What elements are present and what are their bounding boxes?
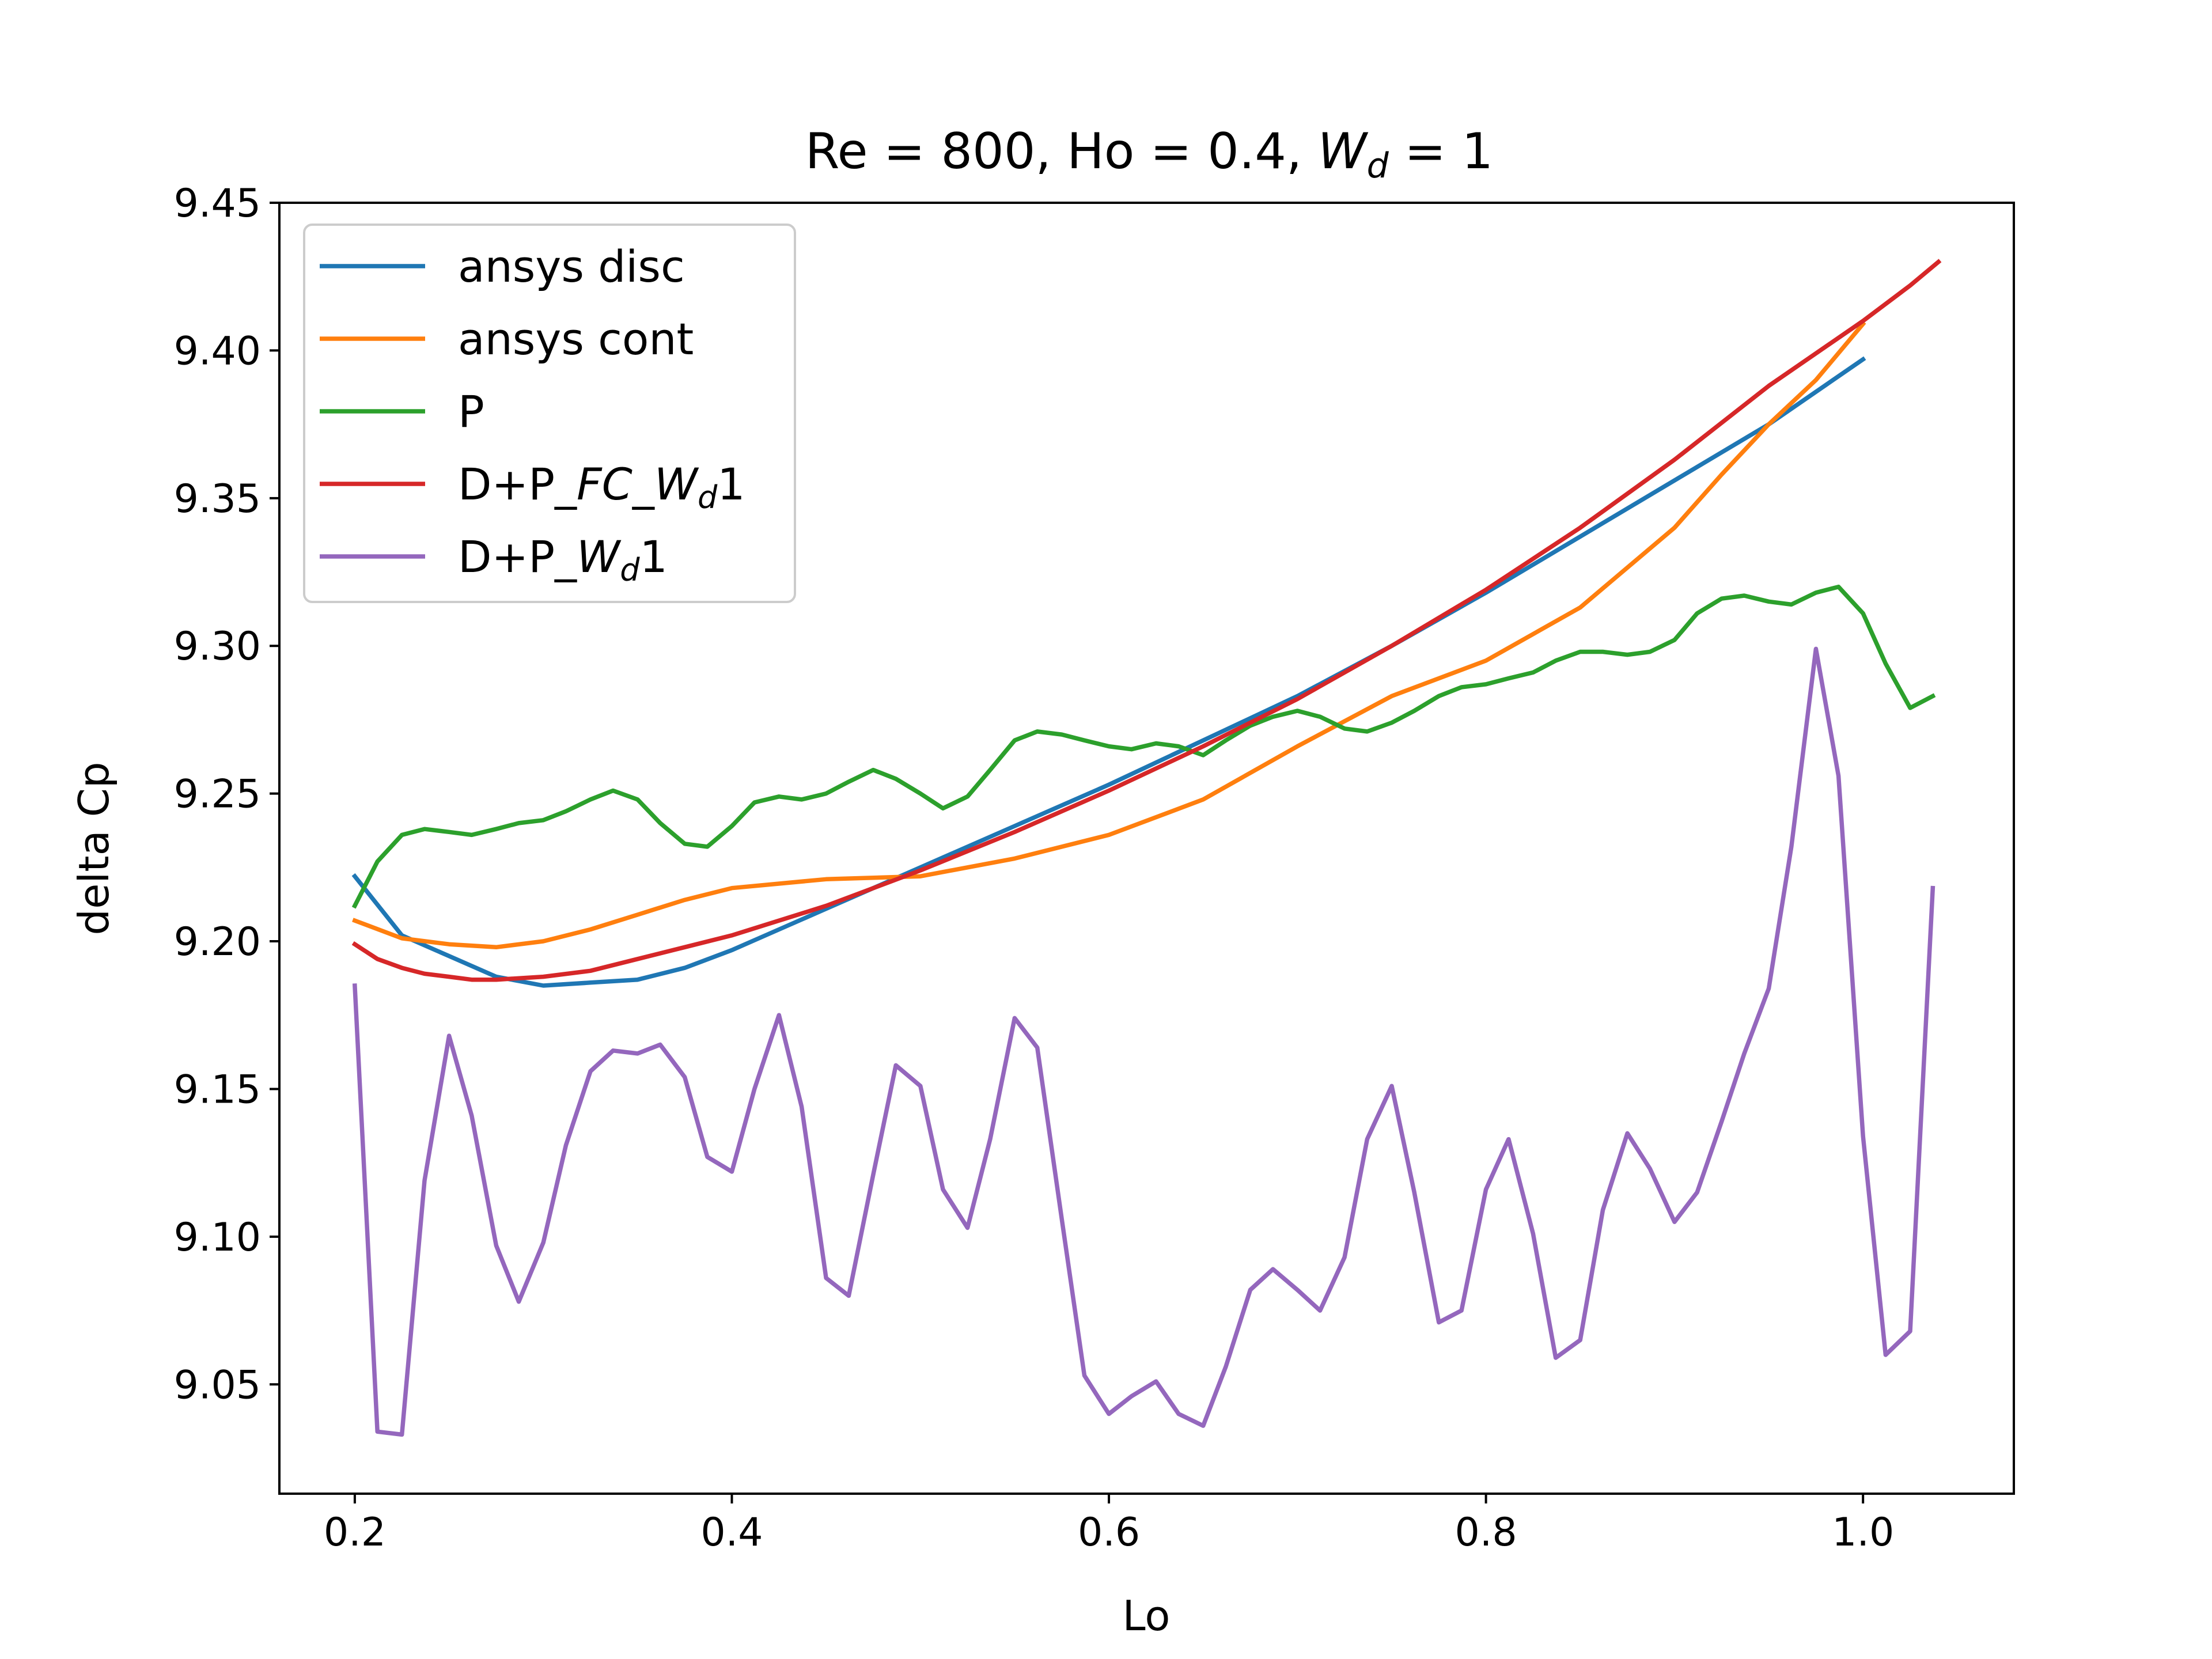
legend-label: P [458, 386, 484, 437]
y-tick-label: 9.30 [174, 624, 261, 669]
title-suffix: = 1 [1389, 123, 1493, 180]
x-axis-label: Lo [1123, 1592, 1171, 1640]
y-tick-label: 9.45 [174, 181, 261, 226]
series-line-1 [352, 321, 1866, 950]
y-tick-label: 9.15 [174, 1067, 261, 1112]
legend-text-part: 1 [717, 459, 745, 510]
series-line-2 [351, 584, 1936, 909]
legend-text-part: D+P_ [458, 459, 577, 510]
legend-text-part: d [698, 479, 718, 516]
title-prefix: Re = 800, Ho = 0.4, [805, 123, 1318, 180]
title-var: W [1318, 123, 1369, 180]
plot-lines [351, 259, 1942, 1437]
legend-box [303, 224, 796, 603]
x-tick-label: 0.4 [700, 1510, 763, 1555]
legend-label: ansys disc [458, 241, 685, 292]
legend-label: D+P_FC_Wd1 [458, 459, 745, 516]
x-tick-label: 0.6 [1078, 1510, 1140, 1555]
x-axis: 0.2 0.4 0.6 0.8 1.0 [324, 1494, 1894, 1555]
legend-label: D+P_Wd1 [458, 531, 668, 588]
legend-text-part: d [620, 552, 640, 588]
series-line-3 [351, 259, 1942, 982]
y-tick-label: 9.10 [174, 1215, 261, 1260]
y-tick-label: 9.40 [174, 328, 261, 374]
legend-label: ansys cont [458, 313, 694, 365]
legend-text-part: ansys disc [458, 241, 685, 292]
legend-text-part: P [458, 386, 484, 437]
y-axis-label: delta Cp [70, 762, 118, 935]
x-tick-label: 0.8 [1455, 1510, 1517, 1555]
y-tick-label: 9.35 [174, 476, 261, 522]
chart-title: Re = 800, Ho = 0.4, Wd = 1 [805, 123, 1493, 186]
legend-text-part: FC_W [577, 459, 699, 510]
title-sub: d [1367, 146, 1389, 186]
legend-text-part: ansys cont [458, 313, 694, 365]
x-tick-label: 0.2 [324, 1510, 386, 1555]
legend-text-part: D+P_ [458, 531, 577, 582]
y-tick-label: 9.05 [174, 1362, 261, 1408]
y-axis: 9.05 9.10 9.15 9.20 9.25 9.30 9.35 9.40 9.45 [174, 181, 279, 1408]
legend-text-part: 1 [639, 531, 667, 582]
legend-text-part: W [577, 531, 622, 582]
y-tick-label: 9.25 [174, 772, 261, 817]
plot-frame [278, 202, 2015, 1495]
y-tick-label: 9.20 [174, 919, 261, 965]
x-tick-label: 1.0 [1832, 1510, 1894, 1555]
series-line-4 [352, 646, 1936, 1437]
